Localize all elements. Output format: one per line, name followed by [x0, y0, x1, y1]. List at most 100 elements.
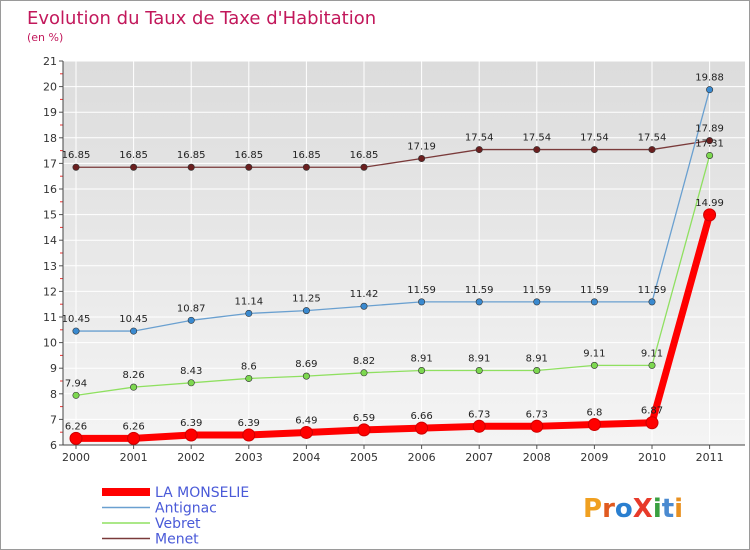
y-tick-label: 17 [43, 157, 57, 170]
data-label-menet: 17.54 [580, 133, 609, 144]
point-la-monselie [645, 416, 659, 430]
y-tick-label: 20 [43, 81, 57, 94]
point-vebret [130, 383, 138, 391]
data-label-vebret: 8.26 [122, 370, 144, 381]
data-label-antignac: 10.87 [177, 303, 206, 314]
data-label-menet: 17.54 [465, 133, 494, 144]
y-tick-label: 18 [43, 132, 57, 145]
data-label-vebret: 8.69 [295, 359, 317, 370]
point-antignac [706, 86, 714, 94]
data-label-menet: 16.85 [119, 150, 148, 161]
legend-label-antignac: Antignac [155, 501, 217, 517]
data-label-menet: 16.85 [177, 150, 206, 161]
data-label-antignac: 11.14 [234, 296, 263, 307]
x-tick-label: 2011 [696, 451, 724, 464]
data-label-la-monselie: 6.73 [526, 409, 548, 420]
brand-logo: ProXiti [583, 494, 683, 524]
data-label-vebret: 8.91 [468, 354, 490, 365]
x-tick-label: 2002 [177, 451, 205, 464]
data-label-antignac: 11.59 [522, 285, 551, 296]
point-menet [302, 163, 310, 171]
point-antignac [187, 316, 195, 324]
point-la-monselie [127, 431, 141, 445]
brand-logo-letter: i [653, 494, 662, 524]
point-menet [475, 146, 483, 154]
data-label-antignac: 11.59 [465, 285, 494, 296]
data-label-antignac: 11.59 [638, 285, 667, 296]
data-label-la-monselie: 6.73 [468, 409, 490, 420]
point-antignac [302, 307, 310, 315]
brand-logo-letter: o [615, 494, 633, 524]
data-label-vebret: 8.91 [526, 354, 548, 365]
data-label-vebret: 8.6 [241, 361, 257, 372]
data-label-vebret: 9.11 [583, 348, 605, 359]
point-vebret [418, 367, 426, 375]
point-antignac [475, 298, 483, 306]
x-tick-label: 2006 [408, 451, 436, 464]
data-label-menet: 17.19 [407, 142, 436, 153]
brand-logo-letter: P [583, 494, 602, 524]
data-label-antignac: 11.42 [350, 289, 379, 300]
series-line-la-monselie [72, 211, 714, 442]
point-menet [72, 163, 80, 171]
data-label-antignac: 11.25 [292, 294, 321, 305]
x-tick-label: 2008 [523, 451, 551, 464]
brand-logo-letter: t [662, 494, 674, 524]
data-label-vebret: 8.43 [180, 366, 202, 377]
brand-logo-text: ProXiti [583, 494, 683, 524]
point-la-monselie [242, 428, 256, 442]
brand-logo-letter: X [633, 494, 653, 524]
series-line-antignac [75, 89, 711, 332]
point-menet [648, 146, 656, 154]
y-tick-label: 21 [43, 55, 57, 68]
data-label-antignac: 11.59 [580, 285, 609, 296]
point-vebret [475, 367, 483, 375]
point-menet [360, 163, 368, 171]
point-antignac [72, 327, 80, 335]
y-tick-label: 14 [43, 234, 57, 247]
point-vebret [302, 372, 310, 380]
y-tick-label: 10 [43, 337, 57, 350]
axes: 6 7 8 9 10 11 12 13 14 15 16 17 18 19 20 21 2000 2001 2002… [43, 55, 745, 464]
point-vebret [245, 374, 253, 382]
data-label-menet: 17.89 [695, 124, 724, 135]
x-tick-label: 2009 [580, 451, 608, 464]
x-tick-label: 2007 [465, 451, 493, 464]
x-tick-label: 2005 [350, 451, 378, 464]
data-label-la-monselie: 6.26 [122, 421, 144, 432]
point-menet [187, 163, 195, 171]
data-label-la-monselie: 6.59 [353, 413, 375, 424]
legend-label-la-monselie: LA MONSELIE [155, 485, 249, 501]
point-menet [130, 163, 138, 171]
data-label-menet: 17.54 [638, 133, 667, 144]
data-label-menet: 16.85 [350, 150, 379, 161]
point-antignac [590, 298, 598, 306]
point-vebret [648, 361, 656, 369]
point-vebret [533, 367, 541, 375]
data-label-menet: 16.85 [234, 150, 263, 161]
point-la-monselie [587, 418, 601, 432]
point-vebret [187, 379, 195, 387]
data-label-antignac: 10.45 [119, 314, 148, 325]
point-antignac [418, 298, 426, 306]
data-label-antignac: 10.45 [62, 314, 91, 325]
data-label-la-monselie: 6.26 [65, 421, 87, 432]
series-line-vebret [75, 154, 711, 396]
point-antignac [360, 302, 368, 310]
data-label-vebret: 9.11 [641, 348, 663, 359]
data-label-menet: 16.85 [292, 150, 321, 161]
point-la-monselie [472, 419, 486, 433]
point-menet [590, 146, 598, 154]
data-label-la-monselie: 6.39 [238, 418, 260, 429]
y-tick-label: 6 [50, 439, 57, 452]
series [69, 86, 717, 445]
point-menet [418, 155, 426, 163]
y-tick-label: 8 [50, 388, 57, 401]
data-label-vebret: 8.82 [353, 356, 375, 367]
point-vebret [590, 361, 598, 369]
point-antignac [533, 298, 541, 306]
data-label-la-monselie: 6.49 [295, 415, 317, 426]
